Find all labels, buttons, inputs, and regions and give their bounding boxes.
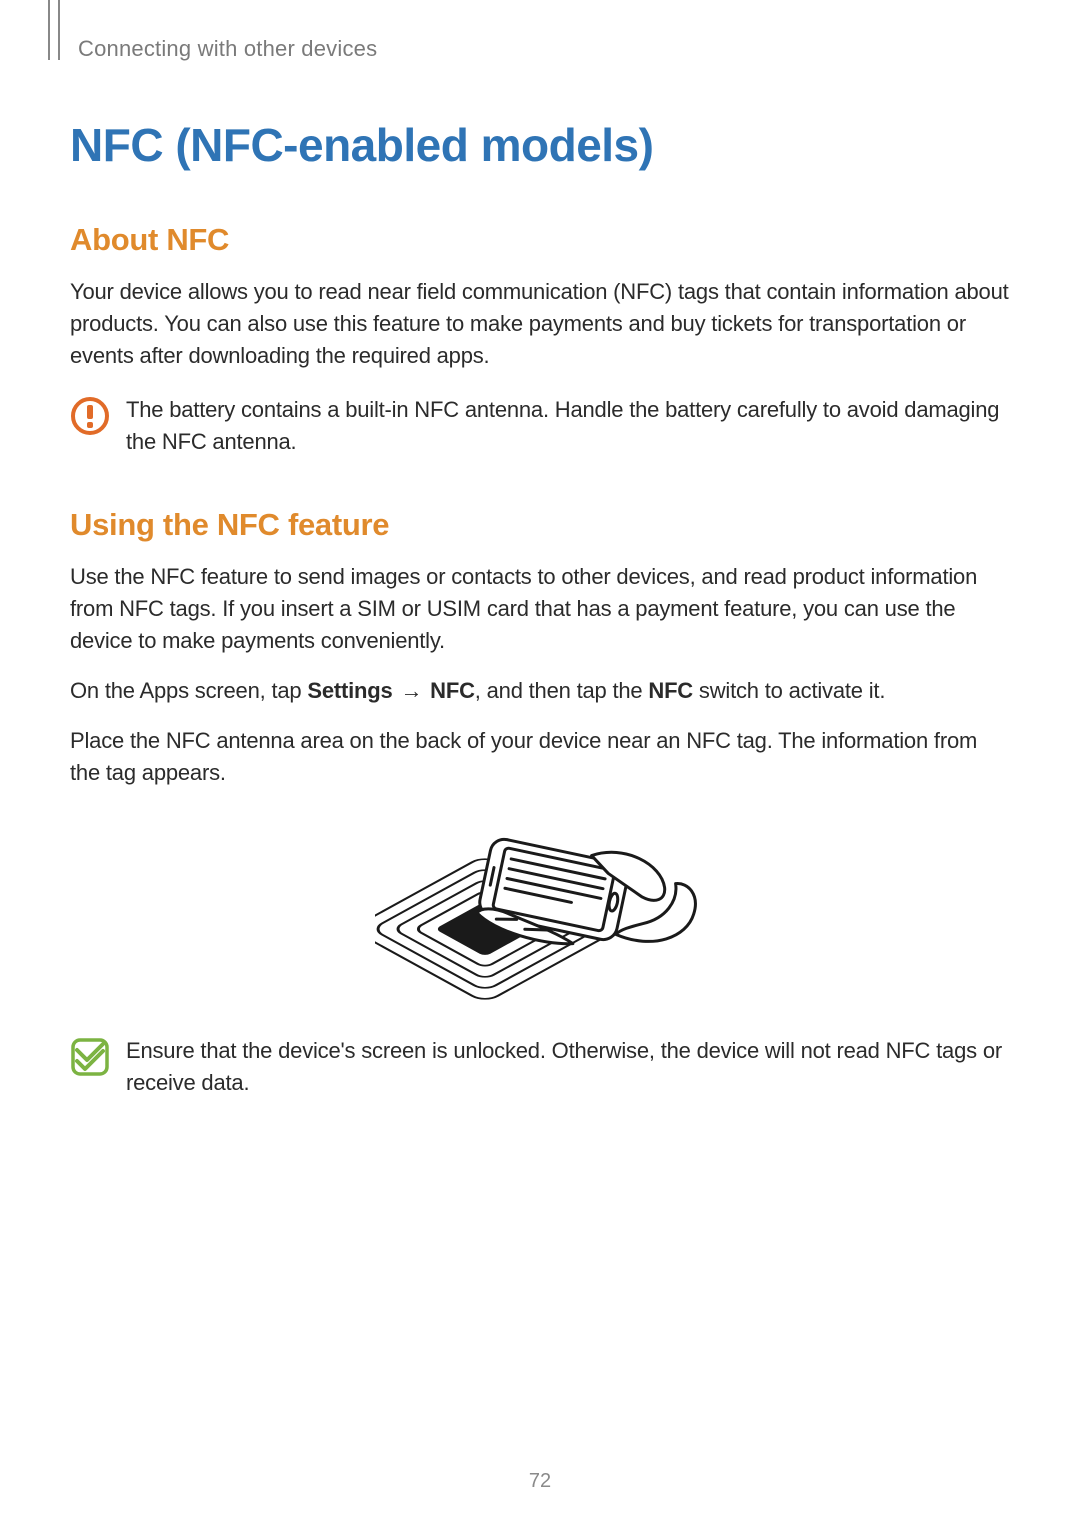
p2-arrow: → [393, 678, 431, 703]
page-container: Connecting with other devices NFC (NFC-e… [0, 0, 1080, 1527]
section-heading-using: Using the NFC feature [70, 507, 1010, 543]
p2-mid: , and then tap the [475, 678, 649, 703]
p2-pre: On the Apps screen, tap [70, 678, 307, 703]
p2-settings-bold: Settings [307, 678, 392, 703]
note-text: Ensure that the device's screen is unloc… [126, 1035, 1010, 1099]
using-paragraph-2: On the Apps screen, tap Settings → NFC, … [70, 675, 1010, 707]
p2-end: switch to activate it. [693, 678, 885, 703]
section-heading-about: About NFC [70, 222, 1010, 258]
page-title: NFC (NFC-enabled models) [70, 118, 1010, 172]
caution-text: The battery contains a built-in NFC ante… [126, 394, 1010, 458]
breadcrumb: Connecting with other devices [78, 36, 1010, 62]
illustration-wrap [70, 819, 1010, 1009]
nfc-tap-illustration-icon [375, 819, 705, 1009]
p2-nfc-bold: NFC [430, 678, 475, 703]
caution-icon [70, 396, 110, 436]
using-paragraph-1: Use the NFC feature to send images or co… [70, 561, 1010, 657]
note-callout: Ensure that the device's screen is unloc… [70, 1035, 1010, 1099]
p2-nfc2-bold: NFC [648, 678, 693, 703]
using-paragraph-3: Place the NFC antenna area on the back o… [70, 725, 1010, 789]
about-paragraph: Your device allows you to read near fiel… [70, 276, 1010, 372]
page-number: 72 [0, 1470, 1080, 1493]
caution-callout: The battery contains a built-in NFC ante… [70, 394, 1010, 458]
note-icon [70, 1037, 110, 1077]
corner-mark [48, 0, 60, 60]
